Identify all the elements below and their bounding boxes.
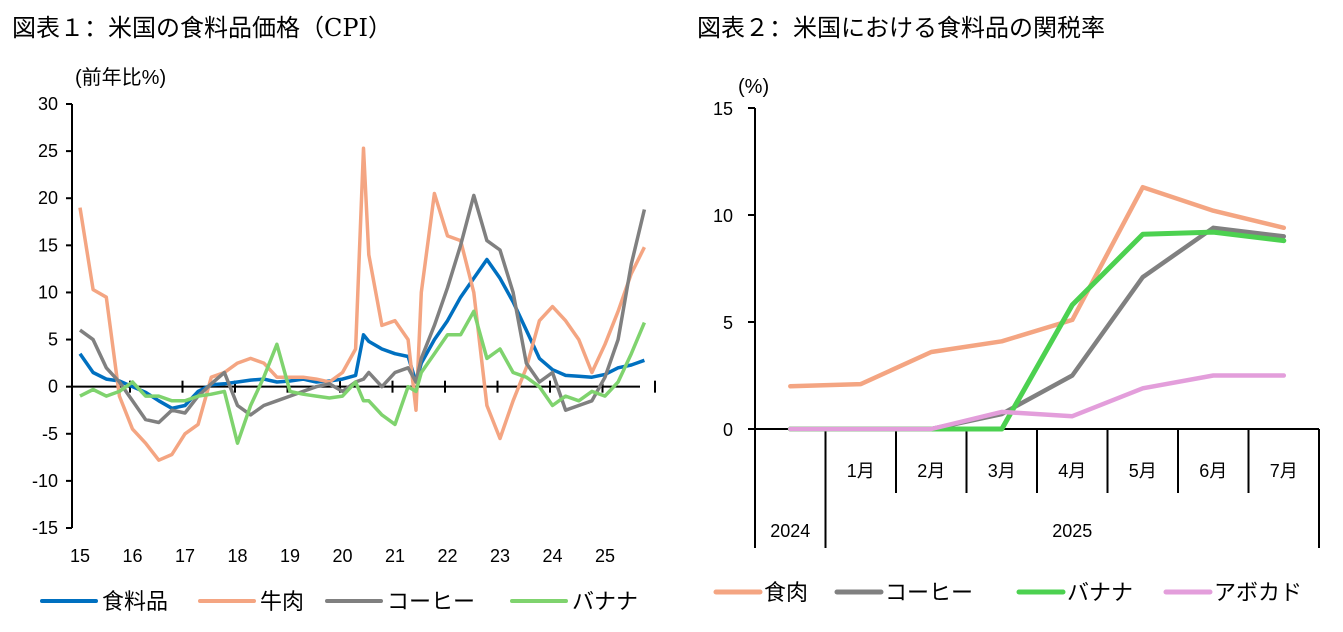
legend-label: バナナ [572, 590, 638, 615]
x-category-label: 7月 [1270, 461, 1298, 481]
x-tick-label: 23 [490, 546, 510, 566]
x-tick-label: 22 [437, 546, 457, 566]
x-category-label: 4月 [1058, 461, 1086, 481]
chart1-svg: (前年比%) 30 25 20 15 10 5 0 -5 -10 -15 15 16 17 18 19 20 21… [32, 66, 656, 615]
y-tick-label: 0 [723, 420, 733, 440]
x-tick-label: 17 [175, 546, 195, 566]
x-tick-label: 19 [280, 546, 300, 566]
x-category-label: 6月 [1199, 461, 1227, 481]
x-category-label: 3月 [988, 461, 1016, 481]
y-tick-label: -5 [42, 424, 58, 444]
x-category-label: 1月 [847, 461, 875, 481]
legend-label: アボカド [1214, 581, 1302, 606]
legend-label: バナナ [1067, 581, 1133, 606]
y-tick-label: 20 [38, 188, 58, 208]
x-year-label: 2025 [1052, 521, 1092, 541]
y-tick-label: 10 [38, 282, 58, 302]
series-line-1 [788, 225, 1287, 432]
x-tick-label: 25 [595, 546, 615, 566]
y-tick-label: 0 [48, 377, 58, 397]
series-line-3 [79, 309, 647, 445]
x-category-label: 5月 [1129, 461, 1157, 481]
chart1-title: 図表１：米国の食料品価格（CPI） [12, 14, 392, 42]
y-tick-label: 15 [713, 99, 733, 119]
series-line-0 [78, 257, 645, 411]
legend-label: 牛肉 [260, 590, 304, 615]
x-category-label: 2月 [917, 461, 945, 481]
series-line-3 [788, 373, 1287, 432]
y-tick-label: -10 [32, 471, 58, 491]
y-tick-label: 15 [38, 235, 58, 255]
y-tick-label: 5 [723, 313, 733, 333]
legend-label: コーヒー [885, 581, 973, 606]
series-line-1 [78, 146, 646, 462]
series-line-0 [788, 184, 1287, 389]
y-axis-unit-label: (前年比%) [75, 66, 166, 89]
y-tick-label: 30 [38, 94, 58, 114]
x-year-label: 2024 [770, 521, 810, 541]
x-tick-label: 16 [122, 546, 142, 566]
y-tick-label: 25 [38, 141, 58, 161]
y-tick-label: 10 [713, 206, 733, 226]
series-line-2 [78, 193, 647, 425]
y-axis-unit-label: (%) [738, 76, 769, 98]
chart2-title: 図表２：米国における食料品の関税率 [697, 14, 1105, 42]
series-line-2 [787, 229, 1287, 432]
x-tick-label: 15 [70, 546, 90, 566]
x-tick-label: 18 [227, 546, 247, 566]
x-tick-label: 20 [332, 546, 352, 566]
legend-label: 食肉 [764, 581, 808, 606]
legend-label: 食料品 [102, 590, 168, 615]
y-tick-label: 5 [48, 330, 58, 350]
x-tick-label: 21 [385, 546, 405, 566]
x-tick-label: 24 [542, 546, 562, 566]
legend-label: コーヒー [387, 590, 475, 615]
y-tick-label: -15 [32, 518, 58, 538]
